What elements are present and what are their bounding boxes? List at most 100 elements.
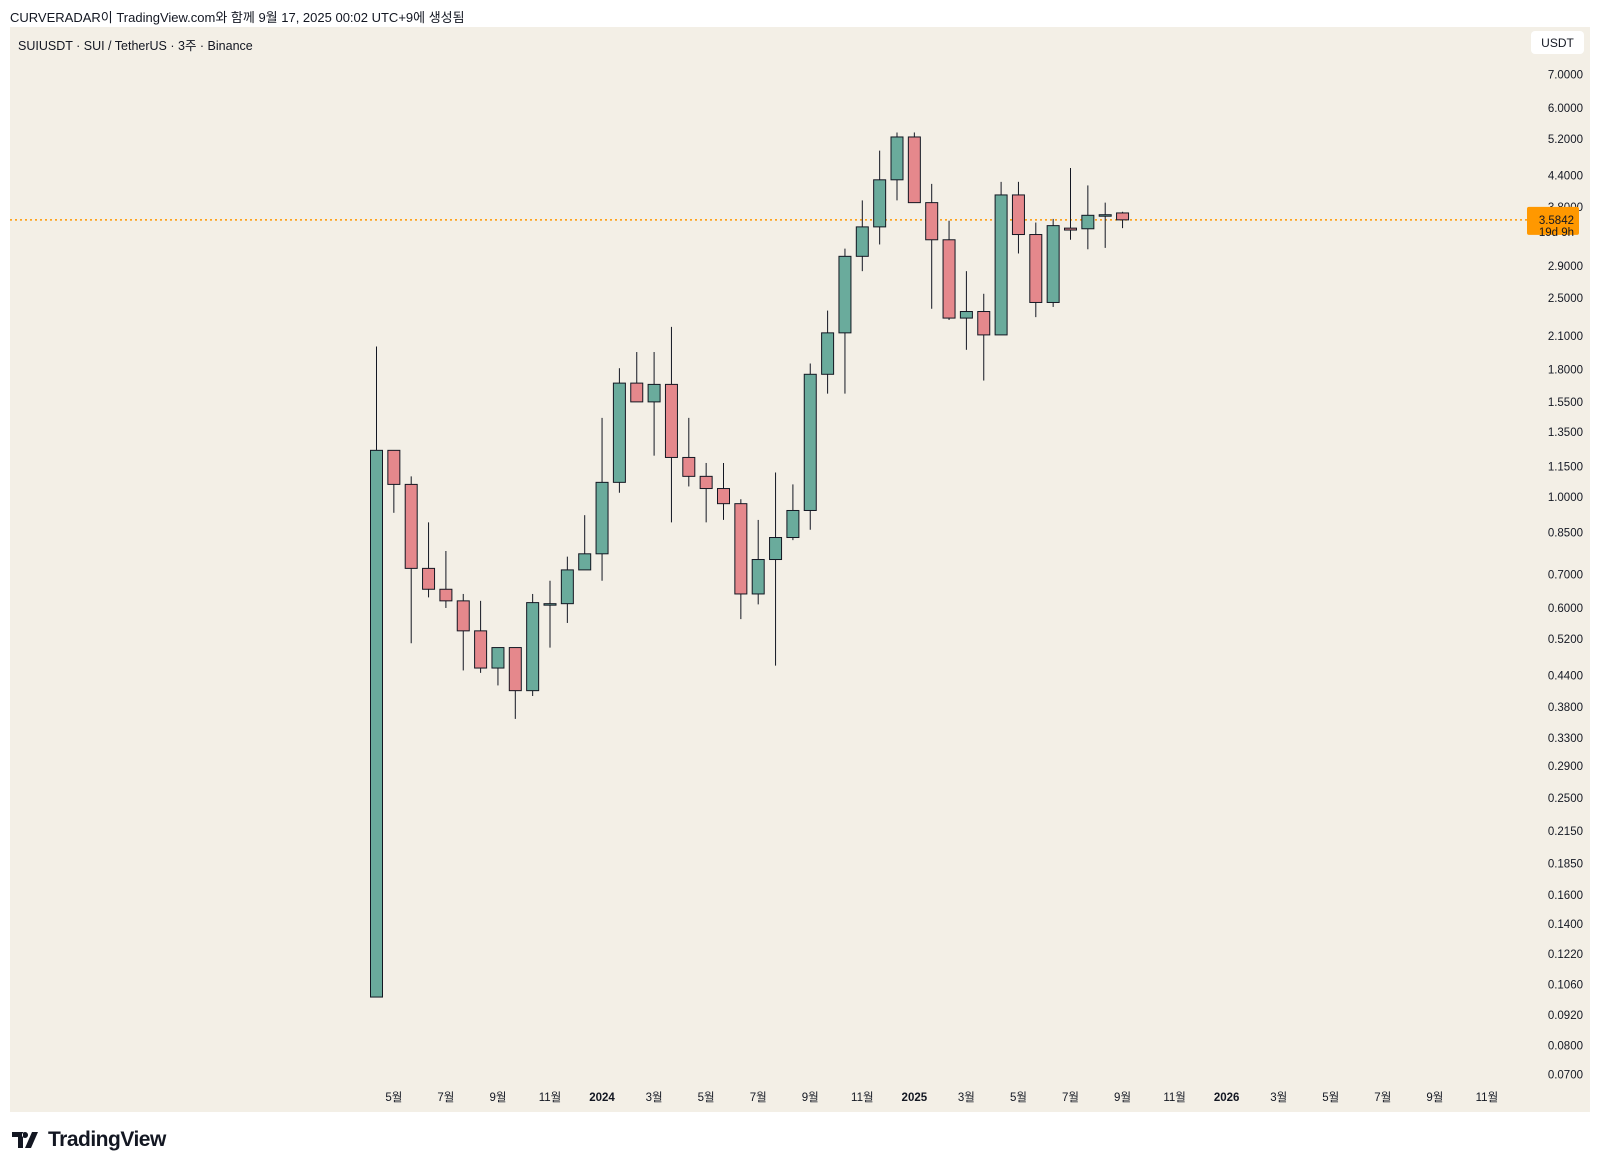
candle-down (1064, 227, 1077, 231)
current-price-badge (1527, 206, 1579, 235)
y-tick-label: 2.9000 (1548, 261, 1583, 273)
y-tick-label: 0.2150 (1548, 826, 1583, 838)
y-tick-label: 2.5000 (1548, 293, 1583, 305)
y-tick-label: 0.1220 (1548, 949, 1583, 961)
y-tick-label: 0.2500 (1548, 793, 1583, 805)
x-tick-label: 2026 (1214, 1092, 1240, 1104)
x-tick-label: 9월 (1426, 1091, 1443, 1104)
x-tick-label: 5월 (1010, 1091, 1027, 1104)
y-tick-label: 0.0800 (1548, 1041, 1583, 1053)
candle-up (838, 255, 852, 334)
y-tick-label: 5.2000 (1548, 134, 1583, 146)
bar-countdown: 19d 9h (1539, 227, 1574, 239)
candle-down (717, 488, 730, 505)
y-tick-label: 1.5500 (1548, 397, 1583, 409)
y-tick-label: 0.4400 (1548, 670, 1583, 682)
candle-down (977, 311, 991, 336)
currency-button[interactable]: USDT (1531, 31, 1584, 54)
y-tick-label: 0.1850 (1548, 858, 1583, 870)
candle-up (959, 311, 973, 319)
y-tick-label: 0.0920 (1548, 1010, 1583, 1022)
x-tick-label: 11월 (539, 1091, 562, 1104)
y-tick-label: 0.1400 (1548, 919, 1583, 931)
candle-down (439, 588, 453, 602)
candle-up (491, 647, 505, 669)
x-tick-label: 5월 (1322, 1091, 1339, 1104)
x-tick-label: 3월 (1270, 1091, 1287, 1104)
x-tick-label: 11월 (1476, 1091, 1499, 1104)
y-tick-label: 0.5200 (1548, 634, 1583, 646)
candle-up (595, 481, 609, 555)
candle-up (526, 602, 540, 692)
y-tick-label: 1.8000 (1548, 364, 1583, 376)
x-tick-label: 9월 (802, 1091, 819, 1104)
candle-down (474, 630, 488, 669)
logo-text: TradingView (48, 1128, 166, 1151)
y-tick-label: 4.4000 (1548, 170, 1583, 182)
candle-down (734, 503, 748, 595)
candle-up (786, 509, 800, 539)
y-tick-label: 0.3800 (1548, 702, 1583, 714)
current-price-value: 3.5842 (1539, 215, 1574, 227)
y-tick-label: 1.1500 (1548, 462, 1583, 474)
candle-up (994, 194, 1008, 336)
candle-up (647, 383, 661, 403)
y-tick-label: 0.8500 (1548, 527, 1583, 539)
x-tick-label: 3월 (958, 1091, 975, 1104)
x-tick-label: 5월 (698, 1091, 715, 1104)
candle-down (907, 136, 921, 204)
candle-up (803, 373, 817, 511)
candle-up (543, 603, 557, 606)
tradingview-logo-icon (12, 1132, 38, 1148)
y-tick-label: 0.7000 (1548, 570, 1583, 582)
candle-down (1116, 212, 1130, 221)
candle-up (1046, 225, 1060, 303)
candle-up (751, 559, 765, 595)
candle-down (682, 456, 696, 477)
y-tick-label: 0.0700 (1548, 1070, 1583, 1082)
y-tick-label: 0.1060 (1548, 979, 1583, 991)
candle-down (456, 600, 470, 632)
candle-down (925, 202, 939, 241)
x-tick-label: 3월 (646, 1091, 663, 1104)
x-tick-label: 7월 (750, 1091, 767, 1104)
candle-up (612, 382, 626, 483)
candle-up (370, 449, 383, 998)
candle-down (508, 647, 522, 692)
x-tick-label: 9월 (489, 1091, 506, 1104)
chart-caption: CURVERADAR이 TradingView.com와 함께 9월 17, 2… (10, 10, 465, 25)
candle-up (890, 136, 904, 181)
y-tick-label: 0.3300 (1548, 733, 1583, 745)
candle-down (1029, 234, 1043, 303)
y-tick-label: 0.2900 (1548, 761, 1583, 773)
candle-up (560, 569, 574, 605)
symbol-title: SUIUSDT · SUI / TetherUS · 3주 · Binance (18, 39, 253, 53)
candle-down (387, 449, 401, 485)
x-tick-label: 11월 (851, 1091, 874, 1104)
candle-up (769, 537, 783, 561)
x-tick-label: 2024 (589, 1092, 615, 1104)
candle-down (630, 382, 644, 403)
x-tick-label: 5월 (385, 1091, 402, 1104)
y-tick-label: 2.1000 (1548, 331, 1583, 343)
x-tick-label: 9월 (1114, 1091, 1131, 1104)
candle-up (1081, 214, 1095, 230)
candle-up (1098, 214, 1112, 217)
y-tick-label: 6.0000 (1548, 103, 1583, 115)
candle-up (873, 179, 887, 228)
candle-down (1011, 194, 1025, 236)
y-tick-label: 7.0000 (1548, 70, 1583, 82)
candle-down (699, 475, 713, 490)
candle-up (821, 332, 835, 375)
candle-down (404, 483, 418, 569)
y-tick-label: 0.1600 (1548, 890, 1583, 902)
x-tick-label: 7월 (1062, 1091, 1079, 1104)
y-tick-label: 1.3500 (1548, 427, 1583, 439)
candle-down (422, 567, 436, 590)
x-tick-label: 7월 (437, 1091, 454, 1104)
x-tick-label: 2025 (902, 1092, 928, 1104)
tradingview-logo[interactable]: TradingView (12, 1128, 166, 1152)
chart-panel[interactable] (10, 27, 1590, 1112)
x-tick-label: 7월 (1374, 1091, 1391, 1104)
